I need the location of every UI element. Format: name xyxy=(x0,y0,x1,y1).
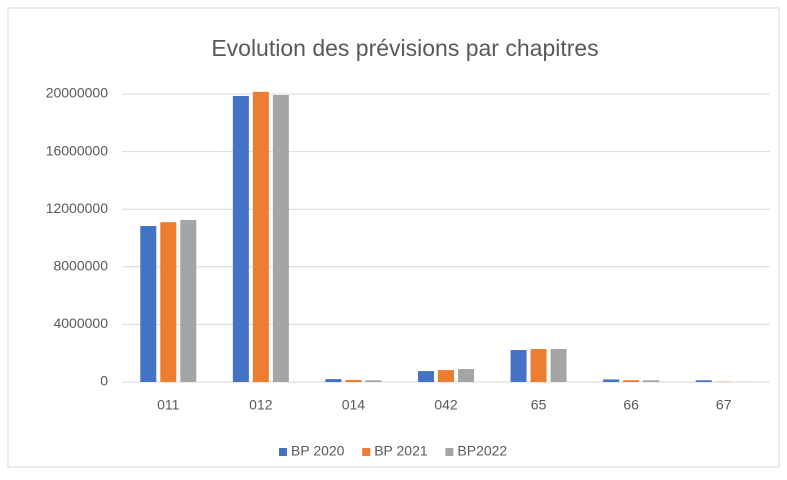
x-tick-label: 012 xyxy=(249,397,273,413)
y-tick-label: 4000000 xyxy=(53,315,108,331)
x-tick-label: 011 xyxy=(157,397,180,413)
x-tick-label: 66 xyxy=(623,397,639,413)
bar xyxy=(603,379,619,382)
x-tick-label: 67 xyxy=(716,397,732,413)
y-tick-label: 12000000 xyxy=(46,200,109,216)
bar xyxy=(140,226,156,382)
chart-frame xyxy=(8,8,779,467)
chart-title: Evolution des prévisions par chapitres xyxy=(211,35,598,61)
legend-swatch xyxy=(445,448,453,456)
bar xyxy=(365,380,381,382)
y-tick-label: 20000000 xyxy=(46,85,109,101)
y-tick-label: 8000000 xyxy=(53,258,108,274)
bar xyxy=(325,379,341,382)
bar xyxy=(623,380,639,382)
bar xyxy=(345,380,361,382)
y-tick-label: 16000000 xyxy=(46,142,109,158)
bar xyxy=(531,349,547,382)
x-tick-label: 014 xyxy=(342,397,366,413)
bar xyxy=(511,350,527,382)
legend-label: BP 2020 xyxy=(291,443,345,459)
bar xyxy=(273,95,289,382)
bar xyxy=(233,96,249,382)
bar xyxy=(696,380,712,382)
legend-label: BP 2021 xyxy=(374,443,428,459)
y-tick-label: 0 xyxy=(100,373,108,389)
bar xyxy=(438,370,454,382)
legend-label: BP2022 xyxy=(457,443,507,459)
bar xyxy=(180,220,196,382)
bar xyxy=(418,371,434,382)
bar xyxy=(551,349,567,382)
x-tick-label: 65 xyxy=(531,397,547,413)
bar xyxy=(458,369,474,382)
bar xyxy=(160,222,176,382)
bar xyxy=(253,92,269,382)
legend-swatch xyxy=(362,448,370,456)
bar xyxy=(643,380,659,382)
legend-swatch xyxy=(279,448,287,456)
x-tick-label: 042 xyxy=(434,397,458,413)
